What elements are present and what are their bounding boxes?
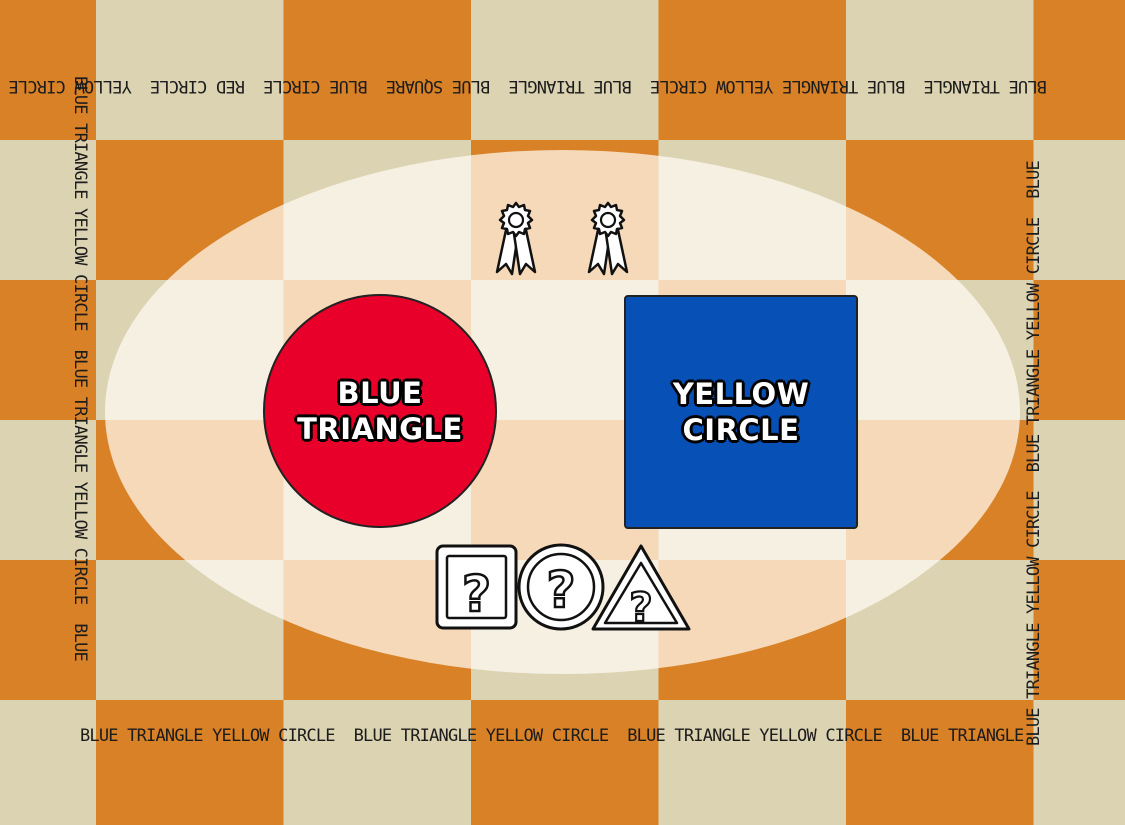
mystery-shapes-group: ? ? ? xyxy=(434,541,694,633)
svg-text:?: ? xyxy=(546,561,575,619)
card-label-line-1: BLUE xyxy=(297,375,463,411)
border-text-top: BLUE TRIANGLE BLUE TRIANGLE YELLOW CIRCL… xyxy=(82,76,1047,96)
border-text-right: BLUE TRIANGLE YELLOW CIRCLE BLUE TRIANGL… xyxy=(1024,161,1044,746)
card-label-line-2: TRIANGLE xyxy=(297,411,463,447)
svg-text:?: ? xyxy=(629,585,652,631)
red-circle-card[interactable]: BLUE TRIANGLE xyxy=(263,294,497,528)
border-text-bottom: BLUE TRIANGLE YELLOW CIRCLE BLUE TRIANGL… xyxy=(80,726,1028,746)
blue-square-card[interactable]: YELLOW CIRCLE xyxy=(624,295,858,529)
award-ribbon-icon xyxy=(492,200,540,278)
award-ribbon-icon xyxy=(584,200,632,278)
question-triangle-icon[interactable]: ? xyxy=(593,546,689,631)
card-label: BLUE TRIANGLE xyxy=(297,375,463,447)
card-label-line-1: YELLOW xyxy=(673,376,809,412)
question-circle-icon[interactable]: ? xyxy=(519,545,603,629)
card-label: YELLOW CIRCLE xyxy=(673,376,809,448)
question-square-icon[interactable]: ? xyxy=(437,546,516,628)
svg-text:?: ? xyxy=(462,565,491,623)
card-label-line-2: CIRCLE xyxy=(673,412,809,448)
border-text-left: BLUE TRIANGLE YELLOW CIRCLE BLUE TRIANGL… xyxy=(70,76,90,661)
